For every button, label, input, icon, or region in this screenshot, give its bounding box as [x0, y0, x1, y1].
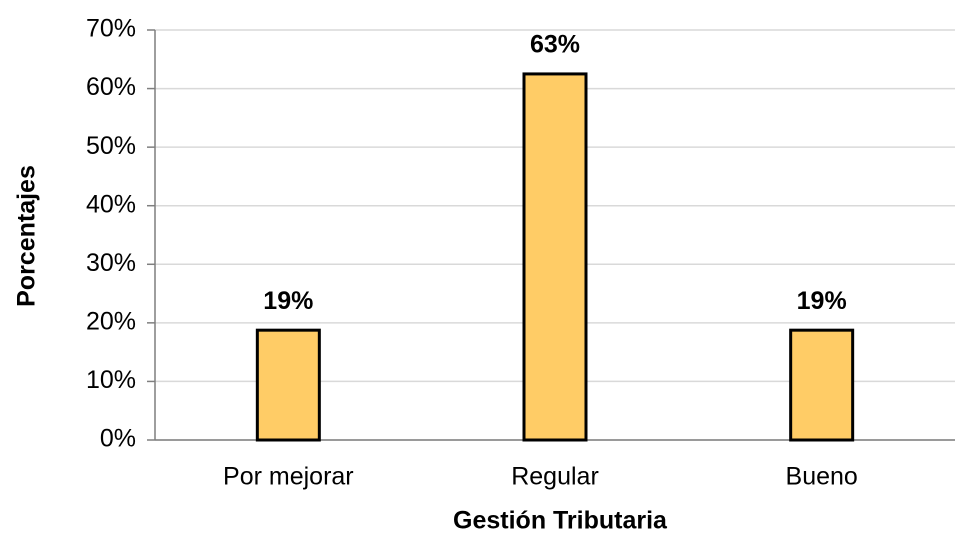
x-tick-label: Bueno: [786, 463, 858, 491]
y-tick-label: 30%: [86, 249, 136, 277]
y-tick-label: 40%: [86, 190, 136, 218]
data-label: 63%: [530, 31, 580, 59]
y-axis-title: Porcentajes: [13, 165, 41, 307]
y-tick-label: 10%: [86, 366, 136, 394]
y-tick-label: 70%: [86, 15, 136, 43]
y-tick-label: 60%: [86, 73, 136, 101]
y-tick-label: 20%: [86, 307, 136, 335]
y-tick-label: 50%: [86, 132, 136, 160]
x-tick-label: Por mejorar: [223, 463, 354, 491]
x-tick-label: Regular: [511, 463, 599, 491]
x-axis-title: Gestión Tributaria: [453, 507, 668, 535]
bar: [522, 72, 588, 442]
data-label: 19%: [797, 287, 847, 315]
y-tick-label: 0%: [100, 425, 136, 453]
data-label: 19%: [263, 287, 313, 315]
bar: [255, 328, 321, 442]
bar: [789, 328, 855, 442]
